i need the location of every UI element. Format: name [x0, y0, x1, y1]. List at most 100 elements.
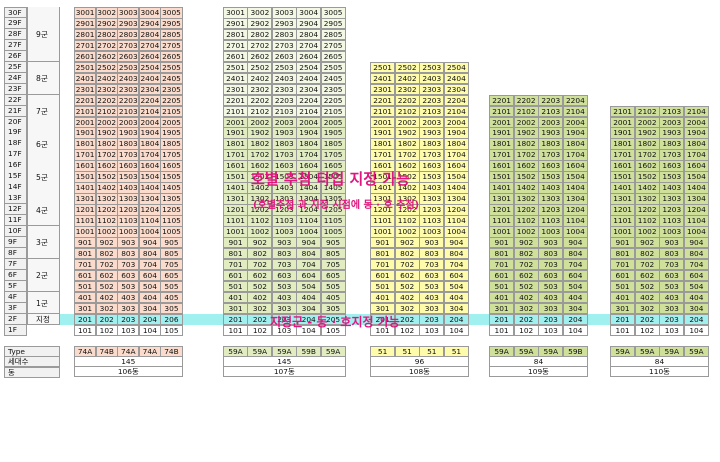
unit-cell[interactable]: 1203	[419, 204, 445, 216]
unit-cell[interactable]: 1704	[562, 149, 588, 161]
unit-cell[interactable]: 1303	[419, 193, 445, 205]
unit-cell[interactable]: 2805	[160, 28, 183, 41]
unit-cell[interactable]: 2501	[370, 61, 396, 74]
unit-cell[interactable]: 505	[320, 280, 346, 293]
unit-cell[interactable]: 2002	[634, 116, 660, 129]
unit-cell[interactable]: 802	[513, 247, 539, 260]
unit-cell[interactable]: 804	[138, 247, 161, 260]
unit-cell[interactable]: 104	[562, 324, 588, 337]
unit-cell[interactable]: 2504	[296, 61, 322, 74]
unit-cell[interactable]: 202	[513, 313, 539, 326]
unit-cell[interactable]: 1001	[370, 226, 396, 238]
unit-cell[interactable]: 2401	[370, 72, 396, 85]
unit-cell[interactable]: 2201	[223, 94, 248, 107]
unit-cell[interactable]: 1404	[562, 182, 588, 194]
unit-cell[interactable]: 1205	[160, 204, 183, 216]
unit-cell[interactable]: 1902	[513, 127, 539, 139]
unit-cell[interactable]: 404	[443, 291, 469, 304]
unit-cell[interactable]: 501	[489, 280, 515, 293]
unit-cell[interactable]: 2302	[95, 83, 118, 96]
unit-cell[interactable]: 2103	[419, 105, 445, 118]
unit-cell[interactable]: 1204	[443, 204, 469, 216]
unit-cell[interactable]: 2004	[562, 116, 588, 129]
unit-cell[interactable]: 2602	[247, 50, 273, 63]
unit-cell[interactable]: 202	[247, 313, 273, 326]
unit-cell[interactable]: 1103	[419, 215, 445, 227]
unit-cell[interactable]: 1803	[271, 138, 297, 150]
unit-cell[interactable]: 2303	[271, 83, 297, 96]
unit-cell[interactable]: 105	[160, 324, 183, 337]
unit-cell[interactable]: 1101	[610, 215, 636, 227]
unit-cell[interactable]: 1901	[74, 127, 97, 139]
unit-cell[interactable]: 1304	[443, 193, 469, 205]
unit-cell[interactable]: 901	[370, 236, 396, 249]
unit-cell[interactable]: 1704	[683, 149, 709, 161]
unit-cell[interactable]: 1602	[513, 160, 539, 172]
unit-cell[interactable]: 2704	[296, 39, 322, 52]
unit-cell[interactable]: 1901	[223, 127, 248, 139]
unit-cell[interactable]: 1902	[634, 127, 660, 139]
unit-cell[interactable]: 404	[296, 291, 322, 304]
unit-cell[interactable]: 2405	[320, 72, 346, 85]
unit-cell[interactable]: 1801	[489, 138, 515, 150]
unit-cell[interactable]: 1703	[271, 149, 297, 161]
unit-cell[interactable]: 1804	[138, 138, 161, 150]
unit-cell[interactable]: 1101	[489, 215, 515, 227]
unit-cell[interactable]: 905	[320, 236, 346, 249]
unit-cell[interactable]: 2001	[489, 116, 515, 129]
unit-cell[interactable]: 1905	[160, 127, 183, 139]
unit-cell[interactable]: 504	[683, 280, 709, 293]
unit-cell[interactable]: 1903	[419, 127, 445, 139]
unit-cell[interactable]: 402	[513, 291, 539, 304]
unit-cell[interactable]: 302	[513, 302, 539, 315]
unit-cell[interactable]: 303	[419, 302, 445, 315]
unit-cell[interactable]: 2001	[74, 116, 97, 129]
unit-cell[interactable]: 103	[538, 324, 564, 337]
unit-cell[interactable]: 2003	[117, 116, 140, 129]
unit-cell[interactable]: 1401	[223, 182, 248, 194]
unit-cell[interactable]: 2105	[160, 105, 183, 118]
unit-cell[interactable]: 2104	[138, 105, 161, 118]
unit-cell[interactable]: 401	[74, 291, 97, 304]
unit-cell[interactable]: 1601	[489, 160, 515, 172]
unit-cell[interactable]: 301	[223, 302, 248, 315]
unit-cell[interactable]: 1902	[95, 127, 118, 139]
unit-cell[interactable]: 704	[138, 258, 161, 271]
unit-cell[interactable]: 1801	[223, 138, 248, 150]
unit-cell[interactable]: 703	[117, 258, 140, 271]
unit-cell[interactable]: 2105	[320, 105, 346, 118]
unit-cell[interactable]: 904	[562, 236, 588, 249]
unit-cell[interactable]: 2304	[443, 83, 469, 96]
unit-cell[interactable]: 1204	[138, 204, 161, 216]
unit-cell[interactable]: 805	[160, 247, 183, 260]
unit-cell[interactable]: 2205	[160, 94, 183, 107]
unit-cell[interactable]: 1102	[247, 215, 273, 227]
unit-cell[interactable]: 2104	[296, 105, 322, 118]
unit-cell[interactable]: 2502	[247, 61, 273, 74]
unit-cell[interactable]: 903	[271, 236, 297, 249]
unit-cell[interactable]: 704	[562, 258, 588, 271]
unit-cell[interactable]: 801	[610, 247, 636, 260]
unit-cell[interactable]: 1802	[95, 138, 118, 150]
unit-cell[interactable]: 2803	[271, 28, 297, 41]
unit-cell[interactable]: 2801	[74, 28, 97, 41]
unit-cell[interactable]: 1401	[610, 182, 636, 194]
unit-cell[interactable]: 2202	[95, 94, 118, 107]
unit-cell[interactable]: 701	[74, 258, 97, 271]
unit-cell[interactable]: 2202	[247, 94, 273, 107]
unit-cell[interactable]: 1701	[74, 149, 97, 161]
unit-cell[interactable]: 1004	[683, 226, 709, 238]
unit-cell[interactable]: 2004	[138, 116, 161, 129]
unit-cell[interactable]: 1101	[223, 215, 248, 227]
unit-cell[interactable]: 1904	[138, 127, 161, 139]
unit-cell[interactable]: 401	[223, 291, 248, 304]
unit-cell[interactable]: 1801	[370, 138, 396, 150]
unit-cell[interactable]: 2001	[223, 116, 248, 129]
unit-cell[interactable]: 602	[513, 269, 539, 282]
unit-cell[interactable]: 2202	[513, 94, 539, 107]
unit-cell[interactable]: 103	[117, 324, 140, 337]
unit-cell[interactable]: 505	[160, 280, 183, 293]
unit-cell[interactable]: 1104	[138, 215, 161, 227]
unit-cell[interactable]: 102	[95, 324, 118, 337]
unit-cell[interactable]: 2504	[138, 61, 161, 74]
